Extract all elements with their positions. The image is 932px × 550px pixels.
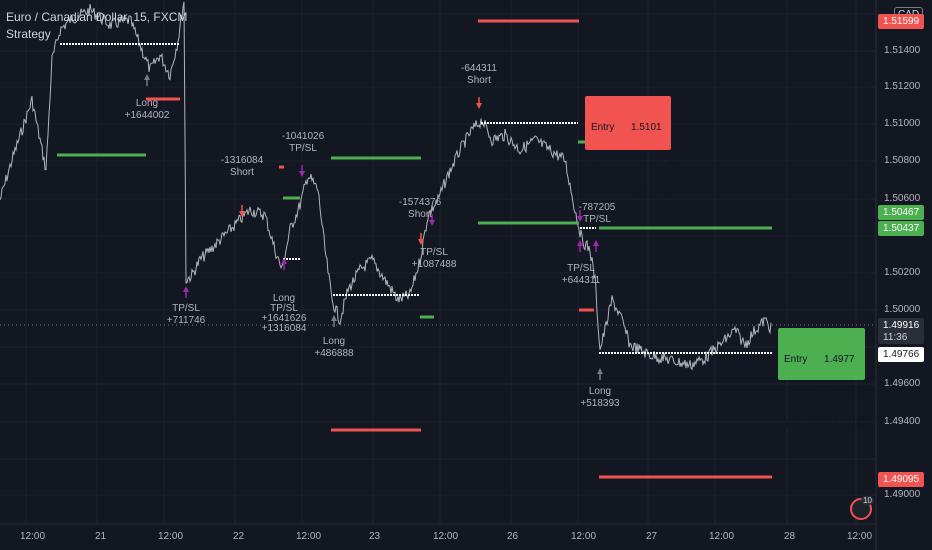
trade-label-long-486888: Long +486888 xyxy=(314,336,354,359)
time-tick: 27 xyxy=(646,531,658,542)
trade-label-short-1574376: -1574376 Short xyxy=(398,197,442,220)
trade-label-long-1644002: Long +1644002 xyxy=(124,98,170,121)
entry-lines xyxy=(60,43,772,354)
trade-label-short-1316084: -1316084 Short xyxy=(220,155,264,178)
symbol-title[interactable]: Euro / Canadian Dollar, 15, FXCM xyxy=(6,10,188,24)
long-sl: SL 1.4909 (671) xyxy=(784,387,875,398)
trade-markers xyxy=(144,74,603,380)
price-tag-top: 1.51599 xyxy=(878,14,924,29)
time-tick: 22 xyxy=(233,531,245,542)
short-position-box[interactable]: Entry 1.5101 SL 1.5155 (540) TP 1.5047 (… xyxy=(585,96,683,199)
long-entry-arrow xyxy=(597,368,603,374)
time-tick: 23 xyxy=(369,531,381,542)
time-tick: 21 xyxy=(95,531,107,542)
time-tick: 12:00 xyxy=(20,531,46,542)
time-tick: 12:00 xyxy=(709,531,735,542)
exit-arrow xyxy=(183,286,189,292)
price-tag-current: 1.49916 xyxy=(878,318,924,333)
price-tag-entry: 1.49766 xyxy=(878,347,924,362)
trade-label-tpsl-1041026: -1041026 TP/SL xyxy=(281,131,325,154)
time-tick: 26 xyxy=(507,531,519,542)
exit-arrow xyxy=(577,216,583,222)
short-entry-arrow xyxy=(418,239,424,245)
exit-arrow xyxy=(577,240,583,246)
price-tick: 1.49000 xyxy=(884,489,921,500)
badge-count: 10 xyxy=(861,496,874,505)
long-entry-arrow xyxy=(331,315,337,321)
price-tick: 1.50200 xyxy=(884,267,921,278)
exit-arrow xyxy=(429,220,435,226)
price-tick: 1.51200 xyxy=(884,81,921,92)
short-tp: TP 1.5047 (540) xyxy=(591,188,683,199)
short-sl: SL 1.5155 (540) xyxy=(591,155,682,166)
short-entry: Entry 1.5101 xyxy=(591,122,662,133)
trade-label-long-518393: Long +518393 xyxy=(580,386,620,409)
time-tick: 12:00 xyxy=(296,531,322,542)
price-tick: 1.50600 xyxy=(884,193,921,204)
time-tick: 12:00 xyxy=(158,531,184,542)
countdown-tag: 11:36 xyxy=(878,332,924,344)
long-tp: TP 1.5044 (671) xyxy=(784,420,876,431)
long-entry: Entry 1.4977 xyxy=(784,354,855,365)
price-tick: 1.49400 xyxy=(884,416,921,427)
price-tick: 1.50800 xyxy=(884,155,921,166)
time-tick: 12:00 xyxy=(571,531,597,542)
price-tag-tp1: 1.50467 xyxy=(878,205,924,220)
price-tag-tp2: 1.50437 xyxy=(878,221,924,236)
time-tick: 28 xyxy=(784,531,796,542)
trade-label-tpsl-711746: TP/SL +711746 xyxy=(166,303,206,326)
tp-sl-levels xyxy=(57,19,772,479)
long-position-box[interactable]: Entry 1.4977 SL 1.4909 (671) TP 1.5044 (… xyxy=(778,328,876,431)
exit-arrow xyxy=(281,258,287,264)
exit-arrow xyxy=(299,171,305,177)
exit-arrow xyxy=(593,240,599,246)
short-entry-arrow xyxy=(239,211,245,217)
trade-label-tpsl-1087488: TP/SL +1087488 xyxy=(411,247,457,270)
price-tick: 1.49600 xyxy=(884,378,921,389)
trade-label-tpsl-644311: TP/SL +644311 xyxy=(561,263,601,286)
time-tick: 12:00 xyxy=(433,531,459,542)
time-tick: 12:00 xyxy=(847,531,873,542)
price-tick: 1.50000 xyxy=(884,304,921,315)
strategy-label[interactable]: Strategy xyxy=(6,27,51,41)
trade-label-long-1316084: Long TP/SL +1641626 +1316084 xyxy=(261,293,307,334)
price-tick: 1.51000 xyxy=(884,118,921,129)
price-tick: 1.51400 xyxy=(884,45,921,56)
trade-label-short-644311: -644311 Short xyxy=(461,63,497,86)
short-entry-arrow xyxy=(476,103,482,109)
chart-grid xyxy=(0,0,876,524)
price-tag-bottom: 1.49095 xyxy=(878,472,924,487)
trade-label-tpsl-787205: -787205 TP/SL xyxy=(578,202,616,225)
tradingview-logo-icon[interactable]: 10 xyxy=(850,496,874,520)
long-entry-arrow xyxy=(144,74,150,80)
